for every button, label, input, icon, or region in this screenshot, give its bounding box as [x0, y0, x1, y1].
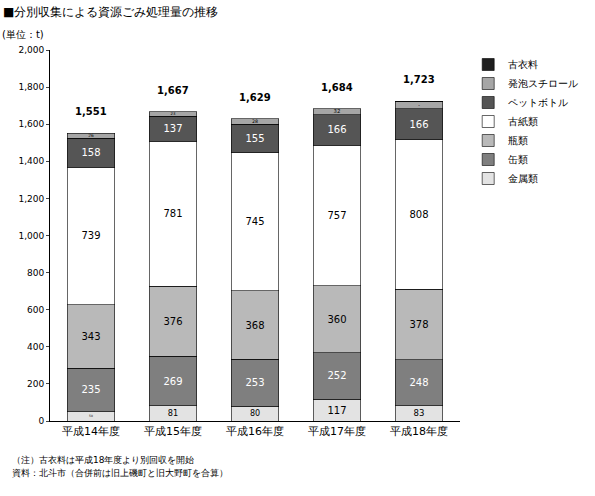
- svg-text:32: 32: [334, 108, 341, 114]
- svg-text:80: 80: [250, 409, 260, 418]
- svg-text:757: 757: [327, 210, 346, 221]
- svg-text:200: 200: [27, 379, 44, 389]
- svg-text:1,667: 1,667: [157, 85, 189, 96]
- svg-text:缶類: 缶類: [508, 154, 528, 165]
- svg-text:平成16年度: 平成16年度: [226, 425, 284, 438]
- svg-text:600: 600: [27, 305, 44, 315]
- svg-text:166: 166: [409, 119, 428, 130]
- svg-text:(単位：t): (単位：t): [2, 29, 44, 40]
- svg-text:発泡スチロール: 発泡スチロール: [508, 78, 578, 89]
- svg-text:1,684: 1,684: [321, 82, 353, 93]
- svg-text:252: 252: [327, 370, 346, 381]
- svg-text:38: 38: [418, 105, 420, 106]
- svg-text:376: 376: [163, 316, 182, 327]
- svg-text:平成17年度: 平成17年度: [308, 425, 366, 438]
- svg-text:137: 137: [163, 123, 182, 134]
- svg-text:平成14年度: 平成14年度: [62, 425, 120, 438]
- svg-text:資料：北斗市（合併前は旧上磯町と旧大野町を合算）: 資料：北斗市（合併前は旧上磯町と旧大野町を合算）: [12, 468, 228, 478]
- svg-text:2: 2: [419, 101, 420, 102]
- svg-text:360: 360: [327, 314, 346, 325]
- svg-text:古紙類: 古紙類: [508, 116, 538, 127]
- svg-text:1,400: 1,400: [18, 156, 44, 166]
- svg-text:83: 83: [414, 408, 425, 418]
- svg-text:23: 23: [171, 111, 176, 116]
- svg-text:800: 800: [27, 268, 44, 278]
- svg-text:117: 117: [327, 405, 346, 416]
- svg-text:1,723: 1,723: [403, 74, 435, 85]
- svg-text:平成15年度: 平成15年度: [144, 425, 202, 438]
- svg-text:343: 343: [81, 331, 100, 342]
- svg-text:166: 166: [327, 124, 346, 135]
- svg-text:739: 739: [81, 230, 100, 241]
- svg-text:■分別収集による資源ごみ処理量の推移: ■分別収集による資源ごみ処理量の推移: [3, 5, 218, 19]
- svg-text:26: 26: [88, 133, 94, 138]
- svg-text:1,000: 1,000: [18, 231, 44, 241]
- svg-text:50: 50: [89, 414, 93, 418]
- svg-text:28: 28: [252, 119, 258, 124]
- svg-text:0: 0: [38, 416, 44, 426]
- svg-text:158: 158: [81, 147, 100, 158]
- svg-text:378: 378: [409, 319, 428, 330]
- svg-text:1,800: 1,800: [18, 82, 44, 92]
- svg-text:1,551: 1,551: [75, 106, 107, 117]
- svg-text:2,000: 2,000: [18, 45, 44, 55]
- svg-text:81: 81: [168, 408, 178, 418]
- svg-text:269: 269: [163, 376, 182, 387]
- svg-text:400: 400: [27, 342, 44, 352]
- svg-text:248: 248: [409, 377, 428, 388]
- svg-text:155: 155: [245, 133, 264, 144]
- svg-text:745: 745: [245, 216, 264, 227]
- svg-text:253: 253: [245, 377, 264, 388]
- svg-text:368: 368: [245, 320, 264, 331]
- svg-text:1,629: 1,629: [239, 92, 271, 103]
- svg-text:1,200: 1,200: [18, 194, 44, 204]
- svg-text:古衣料: 古衣料: [508, 59, 538, 70]
- svg-text:ペットボトル: ペットボトル: [508, 97, 568, 108]
- svg-text:781: 781: [163, 208, 182, 219]
- svg-text:金属類: 金属類: [508, 173, 538, 184]
- svg-text:1,600: 1,600: [18, 119, 44, 129]
- svg-text:（注）古衣料は平成18年度より別回収を開始: （注）古衣料は平成18年度より別回収を開始: [12, 455, 194, 465]
- svg-text:平成18年度: 平成18年度: [390, 425, 448, 438]
- svg-text:瓶類: 瓶類: [508, 135, 528, 146]
- svg-text:235: 235: [81, 384, 100, 395]
- svg-text:808: 808: [409, 209, 428, 220]
